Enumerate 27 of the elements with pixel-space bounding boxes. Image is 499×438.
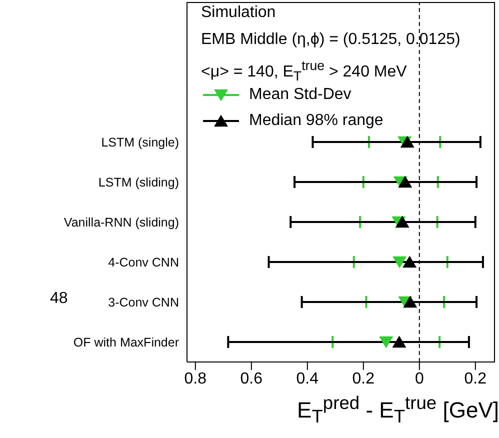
y-tick-label: 3-Conv CNN — [108, 295, 179, 310]
legend-label: Median 98% range — [249, 112, 384, 130]
annotation: <μ> = 140, E$_{T}$$^{true}$ > 240 MeV — [201, 58, 407, 84]
point — [402, 256, 417, 268]
text: 48 — [50, 290, 68, 308]
point — [403, 296, 418, 308]
point — [395, 216, 410, 228]
y-tick-label: LSTM (single) — [101, 135, 179, 150]
x-tick-label: 0.2 — [352, 370, 375, 388]
y-tick-label: LSTM (sliding) — [98, 175, 179, 190]
x-tick-label: 0.6 — [240, 370, 263, 388]
annotation: Simulation — [201, 4, 276, 22]
point — [400, 136, 414, 148]
y-tick-label: OF with MaxFinder — [73, 335, 179, 350]
legend-label: Mean Std-Dev — [249, 86, 352, 104]
point — [392, 256, 407, 268]
x-tick-label: 0.4 — [296, 370, 319, 388]
y-tick-label: Vanilla-RNN (sliding) — [64, 215, 179, 230]
x-tick-label: 0.2 — [464, 370, 487, 388]
x-tick-label: 0 — [414, 370, 424, 388]
y-tick-label: 4-Conv CNN — [108, 255, 179, 270]
point — [392, 336, 406, 348]
annotation: EMB Middle (η,ϕ) = (0.5125, 0.0125) — [201, 31, 460, 49]
x-tick-label: 0.8 — [184, 370, 207, 388]
x-axis-title: E$_{T}$$^{pred}$ - E$_{T}$$^{true}$ [GeV] — [297, 392, 499, 428]
point — [398, 176, 412, 188]
point — [379, 336, 394, 348]
